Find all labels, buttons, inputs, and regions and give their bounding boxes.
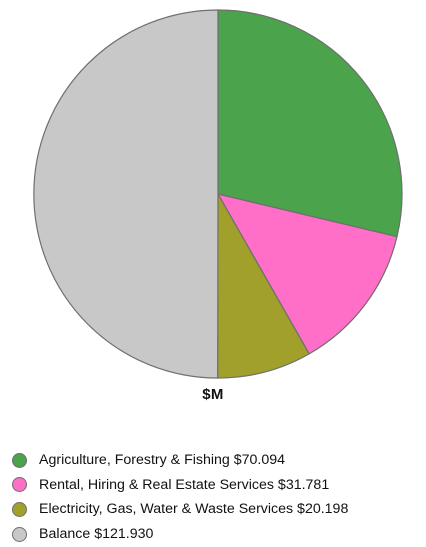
legend-label: Electricity, Gas, Water & Waste Services… [39,501,349,518]
legend-label: Rental, Hiring & Real Estate Services $3… [39,476,330,493]
pie-slice-balance [33,9,219,379]
legend-item: Balance $121.930 [12,522,348,547]
pie-slice-electricity-gas-water-waste-services [217,193,310,379]
legend-item: Agriculture, Forestry & Fishing $70.094 [12,448,348,473]
pie-slice-rental-hiring-real-estate-services [217,193,398,355]
pie-chart-plot [33,9,403,379]
legend-swatch [12,501,27,517]
legend-item: Electricity, Gas, Water & Waste Services… [12,497,348,522]
legend-swatch [12,477,27,493]
legend-label: Agriculture, Forestry & Fishing $70.094 [39,452,286,469]
legend-swatch [12,526,27,542]
legend-item: Rental, Hiring & Real Estate Services $3… [12,473,348,498]
legend-label: Balance $121.930 [39,526,154,543]
legend-swatch [12,452,27,468]
legend: Agriculture, Forestry & Fishing $70.094 R… [12,448,348,546]
pie-slice-agriculture-forestry-fishing [217,9,403,238]
unit-label: $M [202,386,224,403]
